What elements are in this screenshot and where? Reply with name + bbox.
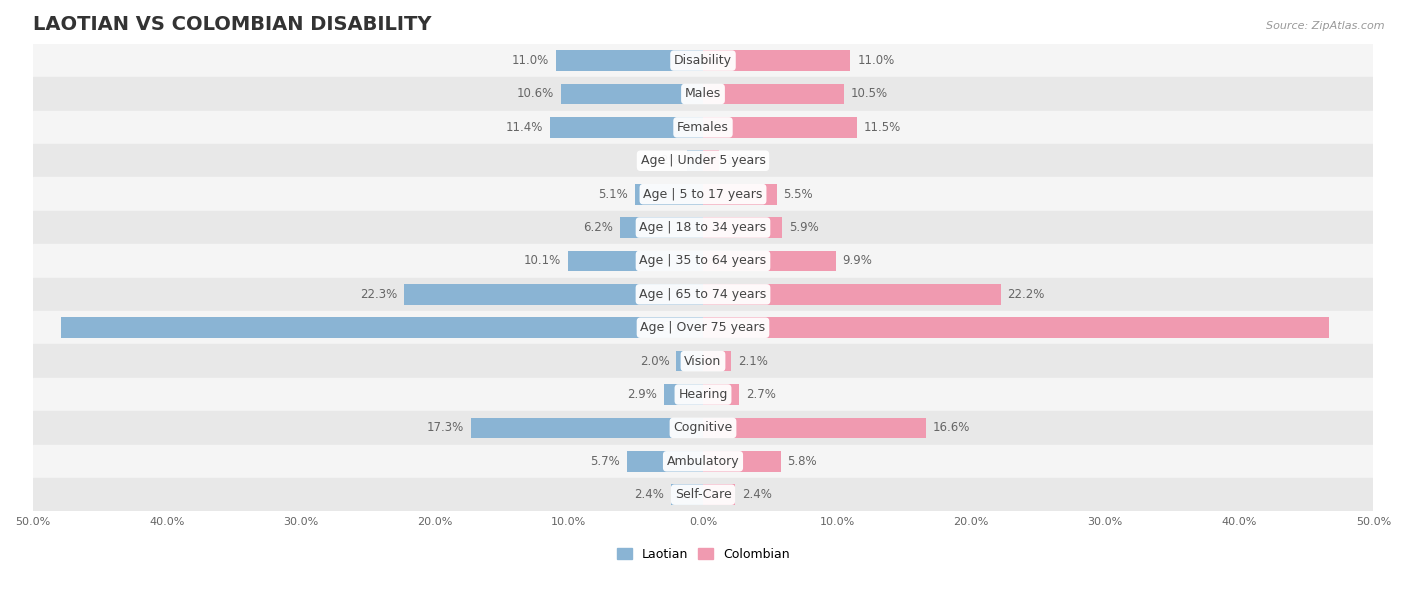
Bar — [568, 250, 703, 271]
Bar — [671, 484, 703, 505]
Text: 1.2%: 1.2% — [725, 154, 755, 167]
Bar — [627, 451, 703, 472]
Text: 47.9%: 47.9% — [638, 321, 676, 334]
Bar — [703, 250, 835, 271]
Bar — [703, 117, 858, 138]
Text: 22.2%: 22.2% — [1007, 288, 1045, 301]
Text: 5.7%: 5.7% — [591, 455, 620, 468]
Text: 2.0%: 2.0% — [640, 354, 669, 368]
Bar — [703, 384, 740, 405]
Text: 9.9%: 9.9% — [842, 255, 872, 267]
Text: 6.2%: 6.2% — [583, 221, 613, 234]
Text: 17.3%: 17.3% — [427, 422, 464, 435]
Bar — [32, 345, 1374, 378]
Bar — [620, 217, 703, 238]
Bar — [32, 77, 1374, 111]
Bar — [664, 384, 703, 405]
Bar — [32, 278, 1374, 311]
Text: Age | 18 to 34 years: Age | 18 to 34 years — [640, 221, 766, 234]
Bar — [32, 111, 1374, 144]
Text: Age | 65 to 74 years: Age | 65 to 74 years — [640, 288, 766, 301]
Text: Hearing: Hearing — [678, 388, 728, 401]
Bar — [555, 50, 703, 71]
Text: 11.0%: 11.0% — [512, 54, 548, 67]
Text: 2.7%: 2.7% — [747, 388, 776, 401]
Text: Age | 5 to 17 years: Age | 5 to 17 years — [644, 188, 762, 201]
Bar — [32, 144, 1374, 177]
Bar — [60, 318, 703, 338]
Bar — [32, 244, 1374, 278]
Text: Age | Over 75 years: Age | Over 75 years — [641, 321, 765, 334]
Text: Cognitive: Cognitive — [673, 422, 733, 435]
Bar — [471, 417, 703, 438]
Bar — [32, 378, 1374, 411]
Bar — [703, 451, 780, 472]
Bar — [703, 484, 735, 505]
Text: 2.9%: 2.9% — [627, 388, 658, 401]
Bar — [634, 184, 703, 204]
Text: Age | Under 5 years: Age | Under 5 years — [641, 154, 765, 167]
Text: Females: Females — [678, 121, 728, 134]
Bar — [32, 211, 1374, 244]
Bar — [561, 84, 703, 104]
Bar — [703, 417, 925, 438]
Bar — [404, 284, 703, 305]
Text: 16.6%: 16.6% — [932, 422, 970, 435]
Bar — [703, 151, 718, 171]
Bar — [703, 217, 782, 238]
Text: Ambulatory: Ambulatory — [666, 455, 740, 468]
Text: 46.7%: 46.7% — [730, 321, 768, 334]
Text: 10.6%: 10.6% — [517, 88, 554, 100]
Text: Vision: Vision — [685, 354, 721, 368]
Bar — [703, 284, 1001, 305]
Bar — [32, 478, 1374, 512]
Text: 5.5%: 5.5% — [783, 188, 813, 201]
Bar — [703, 50, 851, 71]
Text: 5.9%: 5.9% — [789, 221, 818, 234]
Bar — [32, 44, 1374, 77]
Text: LAOTIAN VS COLOMBIAN DISABILITY: LAOTIAN VS COLOMBIAN DISABILITY — [32, 15, 432, 34]
Bar — [550, 117, 703, 138]
Text: 22.3%: 22.3% — [360, 288, 398, 301]
Text: 10.1%: 10.1% — [523, 255, 561, 267]
Text: 2.4%: 2.4% — [634, 488, 664, 501]
Text: Age | 35 to 64 years: Age | 35 to 64 years — [640, 255, 766, 267]
Text: 1.2%: 1.2% — [651, 154, 681, 167]
Text: 10.5%: 10.5% — [851, 88, 887, 100]
Text: 11.0%: 11.0% — [858, 54, 894, 67]
Bar — [32, 311, 1374, 345]
Text: 11.5%: 11.5% — [863, 121, 901, 134]
Text: 5.1%: 5.1% — [598, 188, 628, 201]
Text: 2.1%: 2.1% — [738, 354, 768, 368]
Bar — [32, 411, 1374, 444]
Bar — [703, 351, 731, 371]
Bar — [32, 444, 1374, 478]
Bar — [703, 184, 776, 204]
Text: Self-Care: Self-Care — [675, 488, 731, 501]
Text: Males: Males — [685, 88, 721, 100]
Bar — [703, 84, 844, 104]
Text: Source: ZipAtlas.com: Source: ZipAtlas.com — [1267, 21, 1385, 31]
Text: 5.8%: 5.8% — [787, 455, 817, 468]
Bar — [676, 351, 703, 371]
Text: 11.4%: 11.4% — [506, 121, 544, 134]
Text: Disability: Disability — [673, 54, 733, 67]
Bar — [32, 177, 1374, 211]
Bar — [703, 318, 1329, 338]
Legend: Laotian, Colombian: Laotian, Colombian — [612, 543, 794, 566]
Text: 2.4%: 2.4% — [742, 488, 772, 501]
Bar — [688, 151, 703, 171]
